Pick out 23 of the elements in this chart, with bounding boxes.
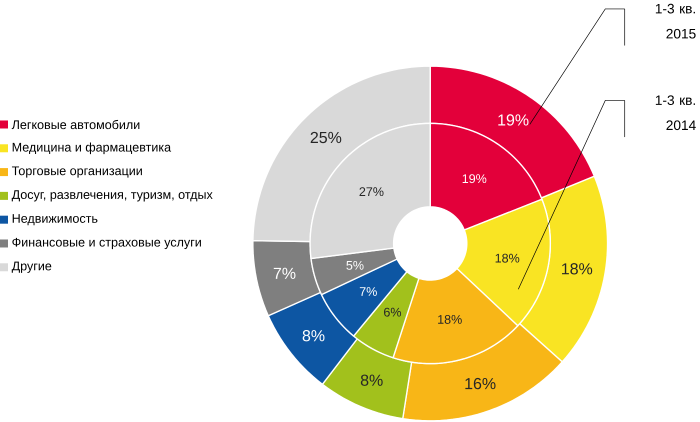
data-label: 8% — [302, 330, 324, 342]
legend-label: Медицина и фармацевтика — [12, 142, 172, 154]
legend-label: Досуг, развлечения, туризм, отдых — [12, 190, 213, 202]
data-label: 16% — [465, 378, 496, 390]
data-label: 18% — [562, 263, 592, 275]
data-label: 25% — [310, 132, 342, 144]
data-label: 5% — [346, 261, 364, 270]
data-label: 7% — [274, 268, 296, 280]
slice-label: 1-3 кв. 2014 — [656, 96, 696, 130]
legend-label: Легковые автомобили — [12, 120, 140, 130]
legend-label: Торговые организации — [12, 166, 142, 178]
data-label: 6% — [384, 308, 402, 317]
data-label: 19% — [462, 174, 486, 184]
data-label: 7% — [360, 287, 377, 296]
data-label: 19% — [498, 114, 528, 126]
data-label: 18% — [438, 315, 462, 324]
data-label: 18% — [496, 254, 520, 263]
legend-label: Другие — [12, 262, 52, 274]
legend-label: Недвижимость — [12, 214, 98, 226]
data-label: 8% — [360, 374, 383, 386]
data-label: 27% — [360, 187, 384, 196]
slice-label: 1-3 кв. 2015 — [656, 4, 696, 39]
legend-label: Финансовые и страховые услуги — [12, 238, 201, 250]
